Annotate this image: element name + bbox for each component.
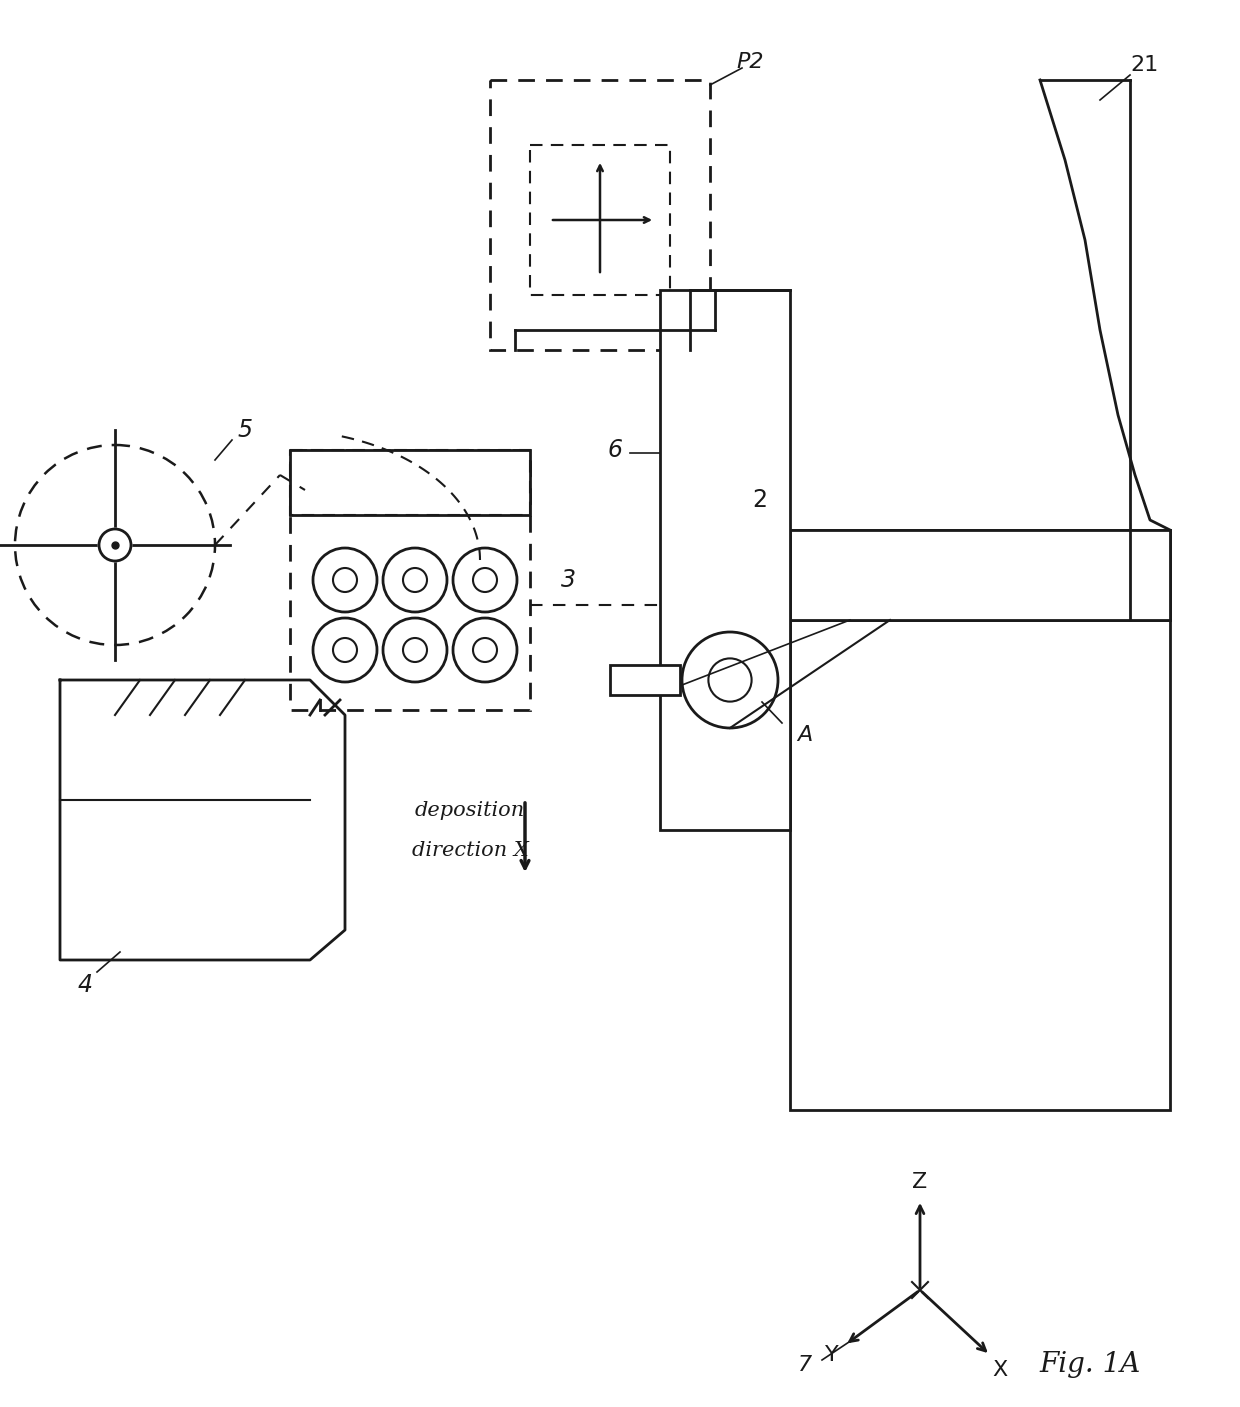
Text: 3: 3 xyxy=(560,568,575,592)
Text: 7: 7 xyxy=(797,1355,812,1375)
Text: 4: 4 xyxy=(77,974,93,998)
Bar xyxy=(490,80,711,350)
Bar xyxy=(660,290,790,830)
Bar xyxy=(790,530,1171,1110)
Bar xyxy=(790,530,1171,620)
Bar xyxy=(529,145,670,295)
Text: 21: 21 xyxy=(1131,55,1159,75)
Text: Y: Y xyxy=(825,1345,839,1365)
Text: A: A xyxy=(797,725,812,744)
Text: deposition: deposition xyxy=(415,801,525,819)
Text: 6: 6 xyxy=(608,438,622,461)
Bar xyxy=(290,450,529,515)
Text: P2: P2 xyxy=(737,52,764,72)
Polygon shape xyxy=(60,680,345,960)
Text: direction X: direction X xyxy=(412,840,528,860)
Text: 2: 2 xyxy=(753,488,768,512)
Text: Z: Z xyxy=(913,1172,928,1192)
Text: Fig. 1A: Fig. 1A xyxy=(1039,1352,1141,1379)
Bar xyxy=(290,450,529,515)
Text: X: X xyxy=(992,1361,1008,1380)
Circle shape xyxy=(99,529,131,561)
Bar xyxy=(290,450,529,711)
Bar xyxy=(610,666,680,695)
Text: 5: 5 xyxy=(238,418,253,442)
